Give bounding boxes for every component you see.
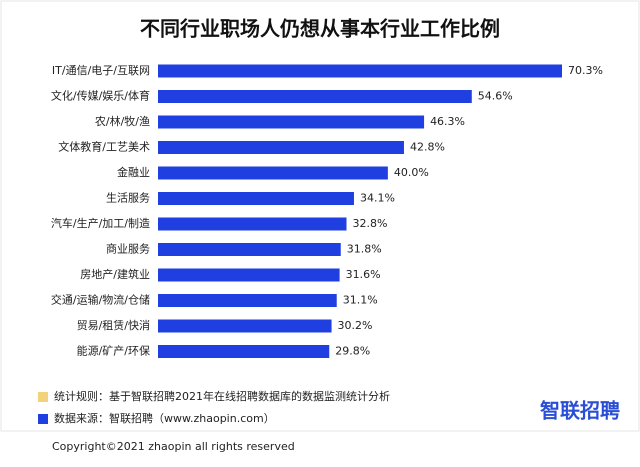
value-label: 34.1% xyxy=(360,192,395,205)
bar xyxy=(158,166,388,180)
bar xyxy=(158,268,340,282)
bar xyxy=(158,192,354,205)
value-label: 42.8% xyxy=(410,141,445,154)
category-label: 商业服务 xyxy=(106,242,150,256)
category-label: 交通/运输/物流/仓储 xyxy=(51,293,150,307)
value-label: 31.8% xyxy=(347,243,382,256)
category-label: IT/通信/电子/互联网 xyxy=(52,64,150,77)
category-label: 文体教育/工艺美术 xyxy=(58,140,150,154)
note-marker xyxy=(38,414,48,424)
category-label: 能源/矿产/环保 xyxy=(77,344,150,358)
bar xyxy=(158,345,330,358)
chart-title: 不同行业职场人仍想从事本行业工作比例 xyxy=(140,17,500,41)
category-label: 农/林/牧/渔 xyxy=(95,114,150,128)
bar xyxy=(158,243,341,256)
bar xyxy=(158,217,347,231)
bar xyxy=(158,294,337,307)
note-marker xyxy=(38,392,48,402)
bar xyxy=(158,64,562,78)
category-label: 贸易/租赁/快消 xyxy=(77,318,150,332)
value-label: 31.6% xyxy=(346,268,381,281)
copyright: Copyright©2021 zhaopin all rights reserv… xyxy=(52,440,295,453)
value-label: 46.3% xyxy=(430,115,465,128)
value-label: 54.6% xyxy=(478,90,513,103)
bar xyxy=(158,115,425,129)
bar xyxy=(158,319,332,333)
category-label: 文化/传媒/娱乐/体育 xyxy=(51,89,150,103)
value-label: 70.3% xyxy=(568,64,603,77)
category-label: 汽车/生产/加工/制造 xyxy=(51,216,150,230)
bar xyxy=(158,141,404,154)
note-text: 数据来源：智联招聘（www.zhaopin.com） xyxy=(54,411,275,425)
category-label: 生活服务 xyxy=(106,191,150,205)
logo: 智联招聘 xyxy=(540,399,620,423)
value-label: 29.8% xyxy=(335,345,370,358)
bar xyxy=(158,90,472,103)
note-text: 统计规则：基于智联招聘2021年在线招聘数据库的数据监测统计分析 xyxy=(54,389,390,403)
panel-border xyxy=(0,0,640,432)
value-label: 32.8% xyxy=(352,217,387,230)
category-label: 金融业 xyxy=(117,165,150,179)
category-label: 房地产/建筑业 xyxy=(80,267,150,281)
value-label: 31.1% xyxy=(343,294,378,307)
value-label: 30.2% xyxy=(338,319,373,332)
value-label: 40.0% xyxy=(394,166,429,179)
